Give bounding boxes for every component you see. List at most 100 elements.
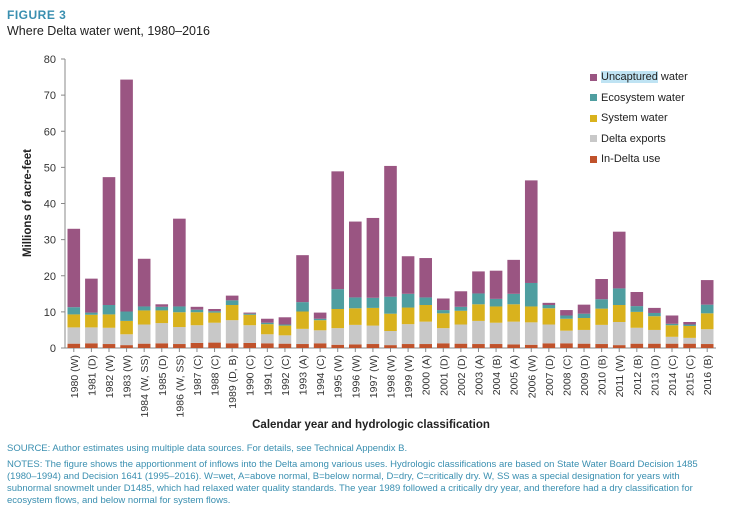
bar-segment-in-delta-use — [595, 344, 608, 348]
figure-title: Where Delta water went, 1980–2016 — [7, 24, 210, 38]
bar-segment-in-delta-use — [700, 344, 714, 348]
x-tick-label: 1993 (A) — [298, 355, 310, 395]
chart-labels: 0 10 20 30 40 50 60 70 80 1980 (W) 1981 (D) 1982 (W… — [44, 54, 714, 417]
bar-segment-in-delta-use — [331, 344, 345, 348]
bar-segment-ecosystem-water — [595, 299, 608, 309]
technical-appendix-link[interactable]: Technical Appendix B — [314, 443, 405, 454]
bar-segment-uncaptured-water — [137, 258, 151, 307]
legend-label: Ecosystem water — [601, 91, 685, 104]
bar-segment-in-delta-use — [67, 343, 81, 348]
bar-segment-delta-exports — [577, 329, 591, 344]
bar-segment-uncaptured-water — [190, 306, 204, 310]
legend-swatch — [590, 155, 597, 163]
bar-segment-in-delta-use — [173, 344, 186, 348]
bar-segment-delta-exports — [595, 324, 608, 345]
bar-segment-ecosystem-water — [155, 306, 169, 311]
bar-segment-uncaptured-water — [278, 317, 292, 325]
bar-segment-system-water — [648, 316, 661, 330]
x-tick-label: 1991 (C) — [262, 355, 274, 396]
chart-legend: Uncaptured water Ecosystem water System wa… — [590, 67, 688, 170]
bar-segment-uncaptured-water — [401, 256, 415, 294]
x-tick-label: 1988 (C) — [210, 355, 222, 396]
x-tick-label: 1982 (W) — [104, 355, 116, 398]
x-tick-label: 2002 (D) — [456, 355, 468, 396]
bar-segment-system-water — [225, 305, 239, 321]
bar-segment-in-delta-use — [648, 343, 661, 348]
bar-segment-delta-exports — [542, 324, 556, 344]
bar-segment-in-delta-use — [278, 343, 292, 348]
bar-segment-ecosystem-water — [648, 312, 661, 317]
bar-segment-in-delta-use — [489, 344, 503, 348]
bar-segment-system-water — [155, 310, 169, 324]
bar-segment-system-water — [261, 324, 274, 335]
bar-segment-in-delta-use — [665, 343, 679, 348]
bar-segment-system-water — [454, 310, 468, 325]
bar-segment-uncaptured-water — [507, 259, 520, 294]
bar-segment-in-delta-use — [313, 343, 327, 348]
bar-segment-delta-exports — [67, 327, 81, 344]
x-tick-label: 1997 (W) — [368, 355, 380, 398]
bar-segment-delta-exports — [665, 336, 679, 344]
bar-segment-system-water — [595, 308, 608, 325]
bar-segment-in-delta-use — [225, 343, 239, 348]
bar-segment-uncaptured-water — [225, 295, 239, 301]
bar-segment-delta-exports — [419, 321, 432, 345]
legend-swatch — [590, 94, 597, 102]
bar-segment-system-water — [560, 318, 573, 331]
bar-segment-delta-exports — [313, 330, 327, 344]
bar-segment-uncaptured-water — [67, 228, 81, 308]
bar-segment-in-delta-use — [261, 343, 274, 348]
bar-segment-ecosystem-water — [313, 318, 327, 321]
legend-swatch — [590, 73, 597, 81]
bar-segment-system-water — [173, 312, 186, 328]
x-axis-label: Calendar year and hydrologic classificat… — [252, 419, 490, 431]
bar-segment-ecosystem-water — [665, 323, 679, 326]
bar-segment-system-water — [489, 306, 503, 323]
legend-swatch — [590, 114, 597, 122]
x-tick-label: 2009 (D) — [579, 355, 591, 396]
bar-segment-delta-exports — [173, 327, 186, 345]
bar-segment-system-water — [278, 325, 292, 336]
bar-segment-delta-exports — [85, 327, 98, 344]
bar-segment-ecosystem-water — [524, 282, 538, 307]
bar-segment-delta-exports — [331, 328, 345, 345]
bar-segment-ecosystem-water — [419, 297, 432, 306]
bar-segment-in-delta-use — [120, 345, 133, 348]
bar-segment-system-water — [612, 305, 626, 322]
bar-segment-delta-exports — [524, 322, 538, 345]
x-tick-label: 1999 (W) — [403, 355, 415, 398]
legend-item: In-Delta use — [590, 149, 688, 170]
bar-segment-ecosystem-water — [700, 304, 714, 314]
x-tick-label: 1985 (D) — [157, 355, 169, 396]
bar-segment-uncaptured-water — [243, 312, 257, 314]
x-tick-label: 1986 (W, SS) — [174, 355, 186, 417]
bar-segment-delta-exports — [155, 323, 169, 344]
bar-segment-in-delta-use — [190, 342, 204, 348]
legend-label: In-Delta use — [601, 153, 661, 166]
bar-segment-system-water — [507, 304, 520, 322]
bar-segment-system-water — [700, 313, 714, 330]
bar-segment-in-delta-use — [366, 344, 380, 348]
bar-segment-system-water — [313, 320, 327, 331]
bar-segment-delta-exports — [225, 320, 239, 344]
x-tick-label: 2001 (D) — [438, 355, 450, 396]
bar-segment-ecosystem-water — [296, 302, 309, 312]
bar-segment-in-delta-use — [542, 343, 556, 348]
y-tick-label: 30 — [44, 235, 56, 247]
bar-segment-ecosystem-water — [85, 312, 98, 315]
x-tick-label: 2008 (C) — [561, 355, 573, 396]
x-tick-label: 1981 (D) — [86, 355, 98, 396]
bar-segment-system-water — [524, 306, 538, 323]
bar-segment-uncaptured-water — [120, 79, 133, 312]
bar-segment-delta-exports — [454, 324, 468, 344]
bar-segment-ecosystem-water — [630, 306, 644, 312]
bar-segment-uncaptured-water — [665, 315, 679, 324]
bar-segment-uncaptured-water — [419, 258, 432, 298]
bar-segment-ecosystem-water — [612, 288, 626, 306]
bar-segment-ecosystem-water — [436, 310, 450, 314]
bar-segment-uncaptured-water — [489, 270, 503, 299]
bar-segment-uncaptured-water — [313, 312, 327, 319]
bar-segment-delta-exports — [137, 324, 151, 344]
bar-segment-uncaptured-water — [560, 310, 573, 316]
bar-segment-system-water — [542, 308, 556, 325]
